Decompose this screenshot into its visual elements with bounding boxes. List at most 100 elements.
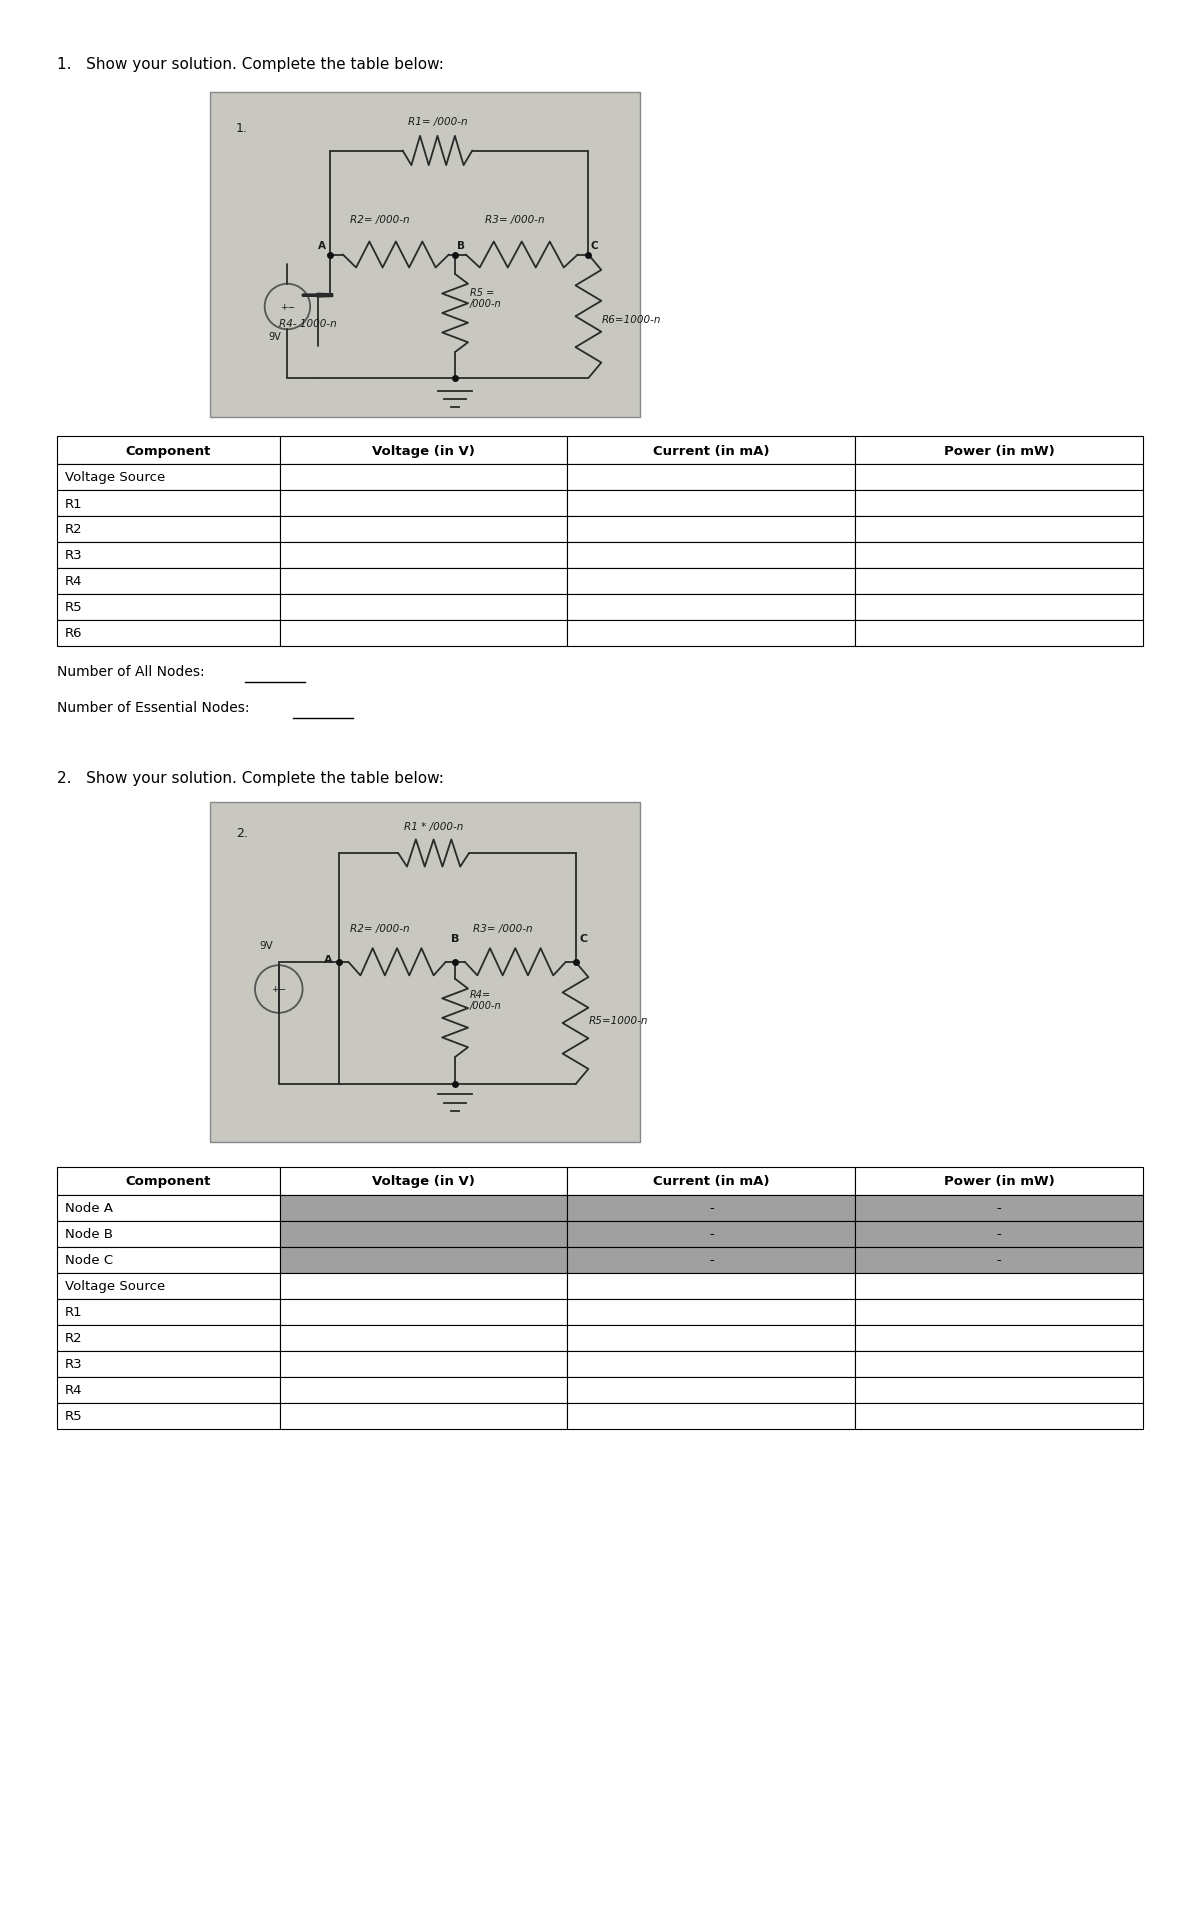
Bar bbox=[856, 1168, 1142, 1194]
Bar bbox=[856, 1326, 1142, 1351]
Text: Number of All Nodes:: Number of All Nodes: bbox=[58, 665, 205, 678]
Bar bbox=[568, 436, 856, 465]
Bar bbox=[856, 1377, 1142, 1404]
Text: R4- 1000-n: R4- 1000-n bbox=[278, 318, 336, 330]
Bar bbox=[856, 1351, 1142, 1377]
Text: R3= /000-n: R3= /000-n bbox=[474, 924, 533, 933]
Bar bbox=[856, 1194, 1142, 1221]
Bar bbox=[568, 570, 856, 594]
Text: Voltage (in V): Voltage (in V) bbox=[372, 1175, 475, 1189]
Text: R3: R3 bbox=[65, 1358, 83, 1372]
Bar bbox=[568, 621, 856, 646]
Bar bbox=[568, 594, 856, 621]
Bar bbox=[568, 465, 856, 491]
Bar bbox=[856, 516, 1142, 543]
Text: -: - bbox=[997, 1253, 1002, 1267]
Text: A: A bbox=[318, 240, 326, 251]
Bar bbox=[280, 436, 568, 465]
Text: R5: R5 bbox=[65, 602, 83, 613]
Text: R5 =
/000-n: R5 = /000-n bbox=[470, 288, 502, 309]
Bar bbox=[856, 465, 1142, 491]
Bar bbox=[58, 465, 280, 491]
Bar bbox=[280, 1273, 568, 1299]
Bar bbox=[280, 1404, 568, 1429]
Bar bbox=[58, 1168, 280, 1194]
Text: Node C: Node C bbox=[65, 1253, 113, 1267]
Text: R1= /000-n: R1= /000-n bbox=[408, 118, 467, 128]
Bar bbox=[856, 1299, 1142, 1326]
Text: R4=
/000-n: R4= /000-n bbox=[470, 989, 502, 1012]
Bar bbox=[568, 516, 856, 543]
Bar bbox=[280, 1299, 568, 1326]
Text: R6=1000-n: R6=1000-n bbox=[601, 314, 661, 326]
Bar bbox=[280, 465, 568, 491]
Text: R4: R4 bbox=[65, 575, 83, 589]
Bar bbox=[58, 1404, 280, 1429]
Bar bbox=[280, 516, 568, 543]
Text: Number of Essential Nodes:: Number of Essential Nodes: bbox=[58, 701, 250, 714]
Text: C: C bbox=[580, 933, 588, 943]
Text: 1.: 1. bbox=[236, 122, 247, 135]
Bar bbox=[210, 93, 640, 417]
Bar bbox=[280, 1351, 568, 1377]
Bar bbox=[58, 1221, 280, 1248]
Text: Power (in mW): Power (in mW) bbox=[943, 444, 1055, 457]
Text: C: C bbox=[590, 240, 598, 251]
Bar bbox=[856, 594, 1142, 621]
Bar bbox=[856, 1248, 1142, 1273]
Text: R3: R3 bbox=[65, 549, 83, 562]
Text: R2: R2 bbox=[65, 524, 83, 535]
Bar bbox=[58, 570, 280, 594]
Bar bbox=[58, 621, 280, 646]
Text: +−: +− bbox=[271, 985, 287, 994]
Text: R2= /000-n: R2= /000-n bbox=[350, 924, 409, 933]
Bar bbox=[856, 491, 1142, 516]
Bar bbox=[856, 1273, 1142, 1299]
Bar bbox=[568, 1248, 856, 1273]
Text: R1: R1 bbox=[65, 1305, 83, 1318]
Bar bbox=[280, 1168, 568, 1194]
Bar bbox=[280, 491, 568, 516]
Text: R1: R1 bbox=[65, 497, 83, 511]
Bar bbox=[280, 1248, 568, 1273]
Bar bbox=[58, 436, 280, 465]
Bar bbox=[58, 1351, 280, 1377]
Bar bbox=[568, 1351, 856, 1377]
Text: Voltage Source: Voltage Source bbox=[65, 1280, 166, 1293]
Text: Current (in mA): Current (in mA) bbox=[653, 1175, 769, 1189]
Text: 2.   Show your solution. Complete the table below:: 2. Show your solution. Complete the tabl… bbox=[58, 772, 444, 785]
Text: -: - bbox=[997, 1229, 1002, 1240]
Bar bbox=[280, 594, 568, 621]
Text: R1 * /000-n: R1 * /000-n bbox=[404, 821, 463, 832]
Text: B: B bbox=[457, 240, 466, 251]
Bar bbox=[856, 543, 1142, 570]
Bar bbox=[568, 1194, 856, 1221]
Text: -: - bbox=[709, 1253, 714, 1267]
Text: Node A: Node A bbox=[65, 1202, 113, 1215]
Text: Component: Component bbox=[126, 1175, 211, 1189]
Bar bbox=[568, 1299, 856, 1326]
Bar bbox=[856, 436, 1142, 465]
Text: R5=1000-n: R5=1000-n bbox=[588, 1015, 648, 1025]
Bar bbox=[568, 1377, 856, 1404]
Bar bbox=[568, 491, 856, 516]
Bar bbox=[280, 1221, 568, 1248]
Text: R6: R6 bbox=[65, 627, 83, 640]
Text: R4: R4 bbox=[65, 1383, 83, 1396]
Bar bbox=[58, 1194, 280, 1221]
Bar bbox=[58, 594, 280, 621]
Bar bbox=[568, 1404, 856, 1429]
Bar bbox=[280, 1194, 568, 1221]
Bar bbox=[58, 491, 280, 516]
Bar bbox=[568, 1273, 856, 1299]
Bar bbox=[856, 1404, 1142, 1429]
Text: 1.   Show your solution. Complete the table below:: 1. Show your solution. Complete the tabl… bbox=[58, 57, 444, 72]
Text: -: - bbox=[709, 1229, 714, 1240]
Bar bbox=[568, 1168, 856, 1194]
Bar bbox=[856, 1221, 1142, 1248]
Bar bbox=[58, 1299, 280, 1326]
Bar bbox=[58, 1248, 280, 1273]
Bar bbox=[280, 1326, 568, 1351]
Text: 9V: 9V bbox=[268, 331, 281, 341]
Bar bbox=[58, 1273, 280, 1299]
